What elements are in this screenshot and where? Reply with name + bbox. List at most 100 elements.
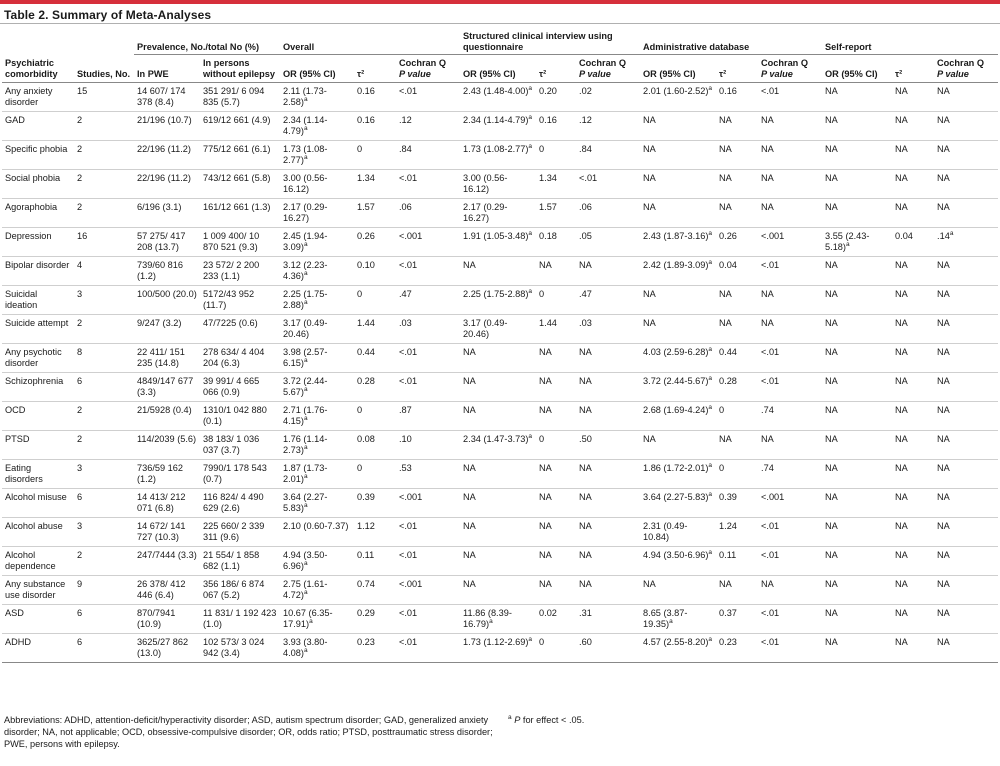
cell-overall-tau: 0.44 <box>357 346 375 357</box>
cell-self-or: NA <box>825 578 838 589</box>
table-row: Any psychotic disorder 8 22 411/ 151 235 (… <box>2 343 999 372</box>
cell-overall-cochran: .06 <box>399 201 412 212</box>
cell-structured-or: NA <box>463 520 476 531</box>
cell-structured-cochran: .06 <box>579 201 592 212</box>
cell-admin-tau: 0.11 <box>719 549 737 560</box>
cell-overall-or: 4.94 (3.50-6.96)a <box>283 549 328 571</box>
table-row: Social phobia 2 22/196 (11.2) 743/12 661 (5… <box>2 169 999 198</box>
cell-without-epilepsy: 11 831/ 1 192 423 (1.0) <box>203 607 277 629</box>
cell-overall-cochran: <.01 <box>399 636 418 647</box>
cell-in-pwe: 247/7444 (3.3) <box>137 549 197 560</box>
cell-admin-cochran: .74 <box>761 462 774 473</box>
cell-self-cochran: NA <box>937 578 950 589</box>
cell-admin-tau: 0.04 <box>719 259 737 270</box>
table-row: Any substance use disorder 9 26 378/ 412 4… <box>2 575 999 604</box>
cell-admin-cochran: <.01 <box>761 346 780 357</box>
cell-in-pwe: 100/500 (20.0) <box>137 288 197 299</box>
cell-studies: 2 <box>77 172 83 183</box>
cell-admin-or: NA <box>643 114 656 125</box>
cell-admin-or: NA <box>643 317 656 328</box>
cell-in-pwe: 26 378/ 412 446 (6.4) <box>137 578 186 600</box>
cell-admin-tau: NA <box>719 143 732 154</box>
cell-structured-cochran: NA <box>579 346 592 357</box>
significance-mark: a <box>949 229 954 237</box>
cell-self-tau: NA <box>895 259 908 270</box>
cell-comorbidity: Social phobia <box>5 172 61 183</box>
table-row: Alcohol dependence 2 247/7444 (3.3) 21 554/… <box>2 546 999 575</box>
cell-structured-or: NA <box>463 491 476 502</box>
cell-admin-tau: 0 <box>719 404 725 415</box>
cell-overall-or: 3.17 (0.49-20.46) <box>283 317 328 339</box>
cell-comorbidity: ASD <box>5 607 24 618</box>
cell-studies: 6 <box>77 491 83 502</box>
cell-overall-tau: 0.08 <box>357 433 375 444</box>
cell-in-pwe: 21/196 (10.7) <box>137 114 192 125</box>
cell-admin-or: 3.72 (2.44-5.67)a <box>643 374 713 386</box>
cell-in-pwe: 14 607/ 174 378 (8.4) <box>137 85 186 107</box>
table-row: Alcohol abuse 3 14 672/ 141 727 (10.3) 225 … <box>2 517 999 546</box>
cell-admin-cochran: <.01 <box>761 259 780 270</box>
cell-self-or: NA <box>825 462 838 473</box>
cell-admin-tau: 0.28 <box>719 375 737 386</box>
cell-self-tau: NA <box>895 578 908 589</box>
cell-self-cochran: NA <box>937 85 950 96</box>
cell-admin-tau: 0.26 <box>719 230 737 241</box>
cell-self-cochran: NA <box>937 172 950 183</box>
cell-structured-or: 2.34 (1.47-3.73)a <box>463 432 533 444</box>
cell-comorbidity: Schizophrenia <box>5 375 64 386</box>
cell-admin-tau: 1.24 <box>719 520 737 531</box>
cell-without-epilepsy: 38 183/ 1 036 037 (3.7) <box>203 433 260 455</box>
significance-mark: a <box>708 229 713 237</box>
table-row: ADHD 6 3625/27 862 (13.0) 102 573/ 3 024 94… <box>2 633 999 662</box>
significance-mark: a <box>303 269 308 277</box>
cell-without-epilepsy: 619/12 661 (4.9) <box>203 114 271 125</box>
cell-overall-cochran: <.01 <box>399 375 418 386</box>
cell-overall-or: 10.67 (6.35-17.91)a <box>283 607 333 629</box>
cell-self-or: NA <box>825 143 838 154</box>
significance-mark: a <box>489 617 493 625</box>
cell-structured-or: 3.00 (0.56-16.12) <box>463 172 508 194</box>
cell-self-tau: NA <box>895 346 908 357</box>
cell-overall-cochran: <.01 <box>399 172 418 183</box>
significance-mark: a <box>303 240 308 248</box>
cell-comorbidity: Alcohol misuse <box>5 491 67 502</box>
cell-self-cochran: NA <box>937 317 950 328</box>
cell-structured-or: 1.73 (1.12-2.69)a <box>463 635 533 647</box>
cell-overall-cochran: <.01 <box>399 607 418 618</box>
cell-studies: 2 <box>77 317 83 328</box>
cell-in-pwe: 57 275/ 417 208 (13.7) <box>137 230 186 252</box>
significance-mark: a <box>708 635 713 643</box>
cell-studies: 2 <box>77 404 83 415</box>
cell-admin-cochran: NA <box>761 317 774 328</box>
cell-without-epilepsy: 116 824/ 4 490 629 (2.6) <box>203 491 264 513</box>
cell-overall-tau: 1.44 <box>357 317 375 328</box>
cell-structured-tau: NA <box>539 520 552 531</box>
cell-self-or: NA <box>825 201 838 212</box>
cell-admin-tau: 0.37 <box>719 607 737 618</box>
col-self-or: OR (95% CI) <box>822 54 893 83</box>
cell-overall-or: 2.34 (1.14-4.79)a <box>283 114 328 136</box>
significance-mark: a <box>708 258 713 266</box>
table-row: Any anxiety disorder 15 14 607/ 174 378 (8… <box>2 82 999 111</box>
cell-self-cochran: NA <box>937 375 950 386</box>
cell-structured-tau: 0.18 <box>539 230 557 241</box>
cell-in-pwe: 6/196 (3.1) <box>137 201 182 212</box>
cell-admin-cochran: NA <box>761 172 774 183</box>
cell-overall-tau: 0.16 <box>357 85 375 96</box>
cell-structured-tau: 0.20 <box>539 85 557 96</box>
significance-mark: a <box>303 501 308 509</box>
cell-overall-cochran: .87 <box>399 404 412 415</box>
cell-studies: 16 <box>77 230 88 241</box>
cell-admin-or: 2.31 (0.49-10.84) <box>643 520 688 542</box>
cell-structured-tau: NA <box>539 259 552 270</box>
cell-overall-tau: 1.12 <box>357 520 375 531</box>
significance-mark: a <box>528 287 533 295</box>
cell-self-tau: NA <box>895 433 908 444</box>
cell-structured-tau: 1.34 <box>539 172 557 183</box>
significance-mark: a <box>845 240 850 248</box>
cell-overall-or: 2.45 (1.94-3.09)a <box>283 230 328 252</box>
cell-in-pwe: 4849/147 677 (3.3) <box>137 375 194 397</box>
cell-structured-tau: 1.44 <box>539 317 557 328</box>
cell-in-pwe: 14 413/ 212 071 (6.8) <box>137 491 186 513</box>
cell-admin-cochran: <.01 <box>761 636 780 647</box>
